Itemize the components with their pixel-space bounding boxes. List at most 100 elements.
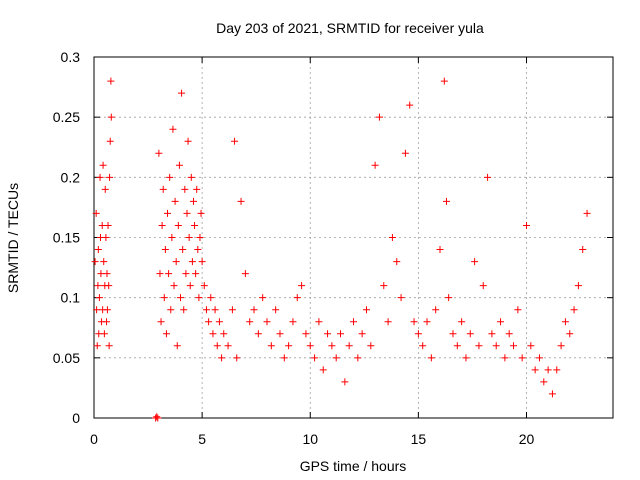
- data-point: [514, 306, 522, 314]
- data-point: [276, 330, 284, 338]
- data-point: [319, 366, 327, 374]
- data-point: [510, 342, 518, 350]
- data-point: [103, 306, 111, 314]
- data-point: [93, 342, 101, 350]
- data-point: [107, 77, 115, 85]
- data-point: [104, 221, 112, 229]
- data-point: [263, 318, 271, 326]
- y-axis-label: SRMTID / TECUs: [5, 183, 21, 293]
- data-point: [324, 330, 332, 338]
- chart-title: Day 203 of 2021, SRMTID for receiver yul…: [216, 20, 484, 36]
- x-axis-label: GPS time / hours: [300, 458, 407, 474]
- data-point: [101, 185, 109, 193]
- data-point: [200, 282, 208, 290]
- data-point: [103, 270, 111, 278]
- data-point: [105, 342, 113, 350]
- data-point: [488, 330, 496, 338]
- data-point: [157, 318, 165, 326]
- data-point: [197, 209, 205, 217]
- data-point: [169, 125, 177, 133]
- data-point: [527, 342, 535, 350]
- data-point: [172, 258, 180, 266]
- data-point: [492, 342, 500, 350]
- data-point: [211, 306, 219, 314]
- data-point: [186, 282, 194, 290]
- data-point: [315, 318, 323, 326]
- data-point: [410, 318, 418, 326]
- data-point: [406, 101, 414, 109]
- data-point: [171, 197, 179, 205]
- data-point: [345, 342, 353, 350]
- data-point: [280, 354, 288, 362]
- data-point: [99, 161, 107, 169]
- data-point: [165, 270, 173, 278]
- y-tick-label: 0.25: [53, 109, 80, 125]
- data-point: [259, 294, 267, 302]
- data-point: [557, 342, 565, 350]
- data-point: [155, 149, 163, 157]
- data-point: [453, 342, 461, 350]
- data-point: [432, 306, 440, 314]
- data-point: [475, 342, 483, 350]
- data-point: [523, 221, 530, 229]
- data-point: [535, 354, 543, 362]
- data-point: [97, 270, 105, 278]
- data-point: [302, 330, 310, 338]
- data-point: [102, 234, 110, 241]
- data-point: [187, 173, 195, 181]
- data-point: [100, 330, 108, 338]
- data-point: [94, 282, 102, 290]
- data-point: [96, 173, 104, 181]
- data-point: [579, 246, 587, 254]
- axis-ticks: 0 5 10 15 20 0 0.05 0.1 0.15 0.2 0.25 0.3: [53, 49, 613, 447]
- data-point: [350, 318, 357, 326]
- data-point: [362, 306, 370, 314]
- data-point: [159, 185, 167, 193]
- data-point: [561, 318, 569, 326]
- data-point: [341, 378, 349, 386]
- data-point: [174, 221, 182, 229]
- data-point: [553, 366, 561, 374]
- data-point: [228, 306, 236, 314]
- y-tick-label: 0.2: [61, 169, 81, 185]
- data-point: [100, 258, 108, 266]
- data-point: [505, 330, 513, 338]
- data-point: [332, 354, 340, 362]
- data-point: [194, 246, 202, 254]
- data-point: [93, 306, 101, 314]
- x-tick-label: 20: [519, 431, 535, 447]
- data-point: [311, 354, 319, 362]
- data-point: [570, 306, 578, 314]
- data-point: [388, 234, 396, 241]
- data-point: [289, 318, 297, 326]
- data-point: [566, 330, 574, 338]
- data-point: [205, 318, 213, 326]
- data-point: [224, 342, 232, 350]
- data-point: [191, 221, 199, 229]
- data-point: [458, 318, 466, 326]
- data-point: [168, 234, 176, 241]
- data-point: [237, 197, 245, 205]
- data-point: [414, 330, 422, 338]
- data-point: [436, 246, 444, 254]
- data-point: [177, 294, 184, 302]
- data-point: [254, 330, 262, 338]
- data-point: [267, 342, 275, 350]
- data-point: [173, 342, 181, 350]
- data-point: [184, 137, 192, 145]
- data-point: [185, 234, 193, 241]
- data-point: [250, 306, 258, 314]
- data-point: [213, 342, 221, 350]
- data-point: [158, 221, 166, 229]
- data-point: [384, 318, 392, 326]
- data-point: [209, 330, 217, 338]
- data-point: [167, 306, 175, 314]
- data-point: [160, 294, 168, 302]
- data-point: [183, 209, 191, 217]
- x-tick-label: 0: [90, 431, 98, 447]
- data-point: [231, 137, 239, 145]
- data-point: [466, 330, 474, 338]
- data-point: [497, 318, 505, 326]
- y-tick-label: 0.1: [61, 290, 81, 306]
